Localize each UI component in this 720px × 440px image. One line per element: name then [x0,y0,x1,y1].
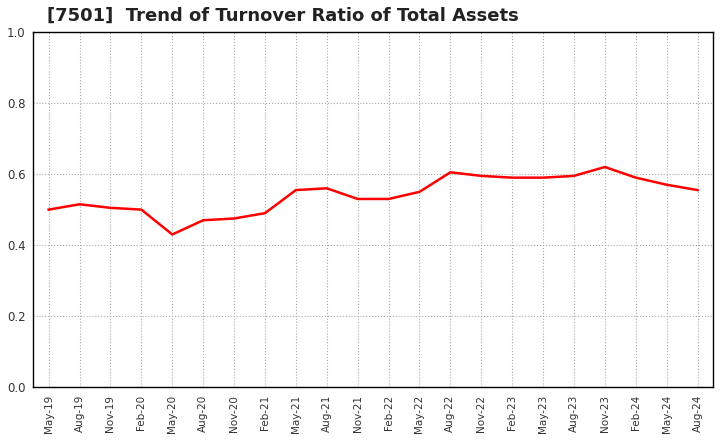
Text: [7501]  Trend of Turnover Ratio of Total Assets: [7501] Trend of Turnover Ratio of Total … [47,7,518,25]
